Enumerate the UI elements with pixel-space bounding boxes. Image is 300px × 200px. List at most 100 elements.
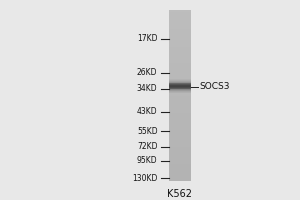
Bar	[169, 10, 190, 11]
Bar	[169, 104, 190, 105]
Bar	[169, 157, 190, 158]
Bar	[169, 18, 190, 19]
Bar	[169, 77, 190, 78]
Bar	[169, 135, 190, 136]
Bar	[169, 127, 190, 128]
Bar	[169, 107, 190, 108]
Bar	[169, 49, 190, 50]
Bar	[169, 139, 190, 140]
Bar	[169, 121, 190, 122]
Bar	[169, 171, 190, 172]
Bar	[169, 78, 190, 79]
Bar	[169, 16, 190, 17]
Text: 17KD: 17KD	[137, 34, 158, 43]
Bar	[169, 54, 190, 55]
Bar	[169, 128, 190, 129]
Bar	[169, 134, 190, 135]
Bar	[169, 109, 190, 110]
Bar	[169, 26, 190, 27]
Text: SOCS3: SOCS3	[200, 82, 230, 91]
Bar	[169, 44, 190, 45]
Bar	[169, 34, 190, 35]
Bar	[169, 36, 190, 37]
Bar	[169, 67, 190, 68]
Bar	[169, 106, 190, 107]
Bar	[169, 160, 190, 161]
Bar	[169, 87, 190, 88]
Bar	[169, 61, 190, 62]
Bar	[169, 39, 190, 40]
Bar	[169, 114, 190, 115]
Bar	[169, 71, 190, 72]
Bar	[169, 144, 190, 145]
Bar	[169, 131, 190, 132]
Bar	[169, 116, 190, 117]
Bar	[169, 63, 190, 64]
Bar	[169, 103, 190, 104]
Bar	[169, 98, 190, 99]
Bar	[169, 13, 190, 14]
Bar	[169, 117, 190, 118]
Bar	[169, 57, 190, 58]
Bar	[169, 145, 190, 146]
Bar	[169, 31, 190, 32]
Bar	[169, 156, 190, 157]
Bar	[169, 175, 190, 176]
Bar	[169, 28, 190, 29]
Bar	[169, 46, 190, 47]
Bar	[169, 47, 190, 48]
Bar	[169, 130, 190, 131]
Bar	[169, 86, 190, 87]
Bar	[169, 68, 190, 69]
Bar	[169, 33, 190, 34]
Bar	[169, 38, 190, 39]
Bar	[169, 96, 190, 97]
Bar	[169, 152, 190, 153]
Bar	[169, 105, 190, 106]
Bar	[169, 22, 190, 23]
Bar	[169, 11, 190, 12]
Bar	[169, 177, 190, 178]
Bar	[169, 161, 190, 162]
Bar	[169, 137, 190, 138]
Bar	[169, 58, 190, 59]
Bar	[169, 23, 190, 24]
Bar	[169, 176, 190, 177]
Bar	[169, 153, 190, 154]
Bar	[169, 35, 190, 36]
Bar	[169, 97, 190, 98]
Bar	[169, 146, 190, 147]
Bar	[169, 79, 190, 80]
Bar	[169, 30, 190, 31]
Bar	[169, 73, 190, 74]
Bar	[169, 62, 190, 63]
Bar	[169, 66, 190, 67]
Bar	[169, 101, 190, 102]
Bar	[169, 140, 190, 141]
Bar	[169, 59, 190, 60]
Bar	[169, 165, 190, 166]
Bar	[169, 88, 190, 89]
Bar	[169, 93, 190, 94]
Bar	[169, 129, 190, 130]
Bar	[169, 151, 190, 152]
Bar	[169, 17, 190, 18]
Text: 55KD: 55KD	[137, 127, 158, 136]
Bar	[169, 15, 190, 16]
Bar	[169, 110, 190, 111]
Bar	[169, 94, 190, 95]
Bar	[169, 118, 190, 119]
Bar	[169, 27, 190, 28]
Bar	[169, 164, 190, 165]
Bar	[169, 92, 190, 93]
Text: K562: K562	[167, 189, 193, 199]
Bar	[169, 141, 190, 142]
Bar	[169, 170, 190, 171]
Bar	[169, 147, 190, 148]
Bar	[169, 180, 190, 181]
Bar	[169, 179, 190, 180]
Bar	[169, 91, 190, 92]
Bar	[169, 43, 190, 44]
Bar	[169, 167, 190, 168]
Bar	[169, 52, 190, 53]
